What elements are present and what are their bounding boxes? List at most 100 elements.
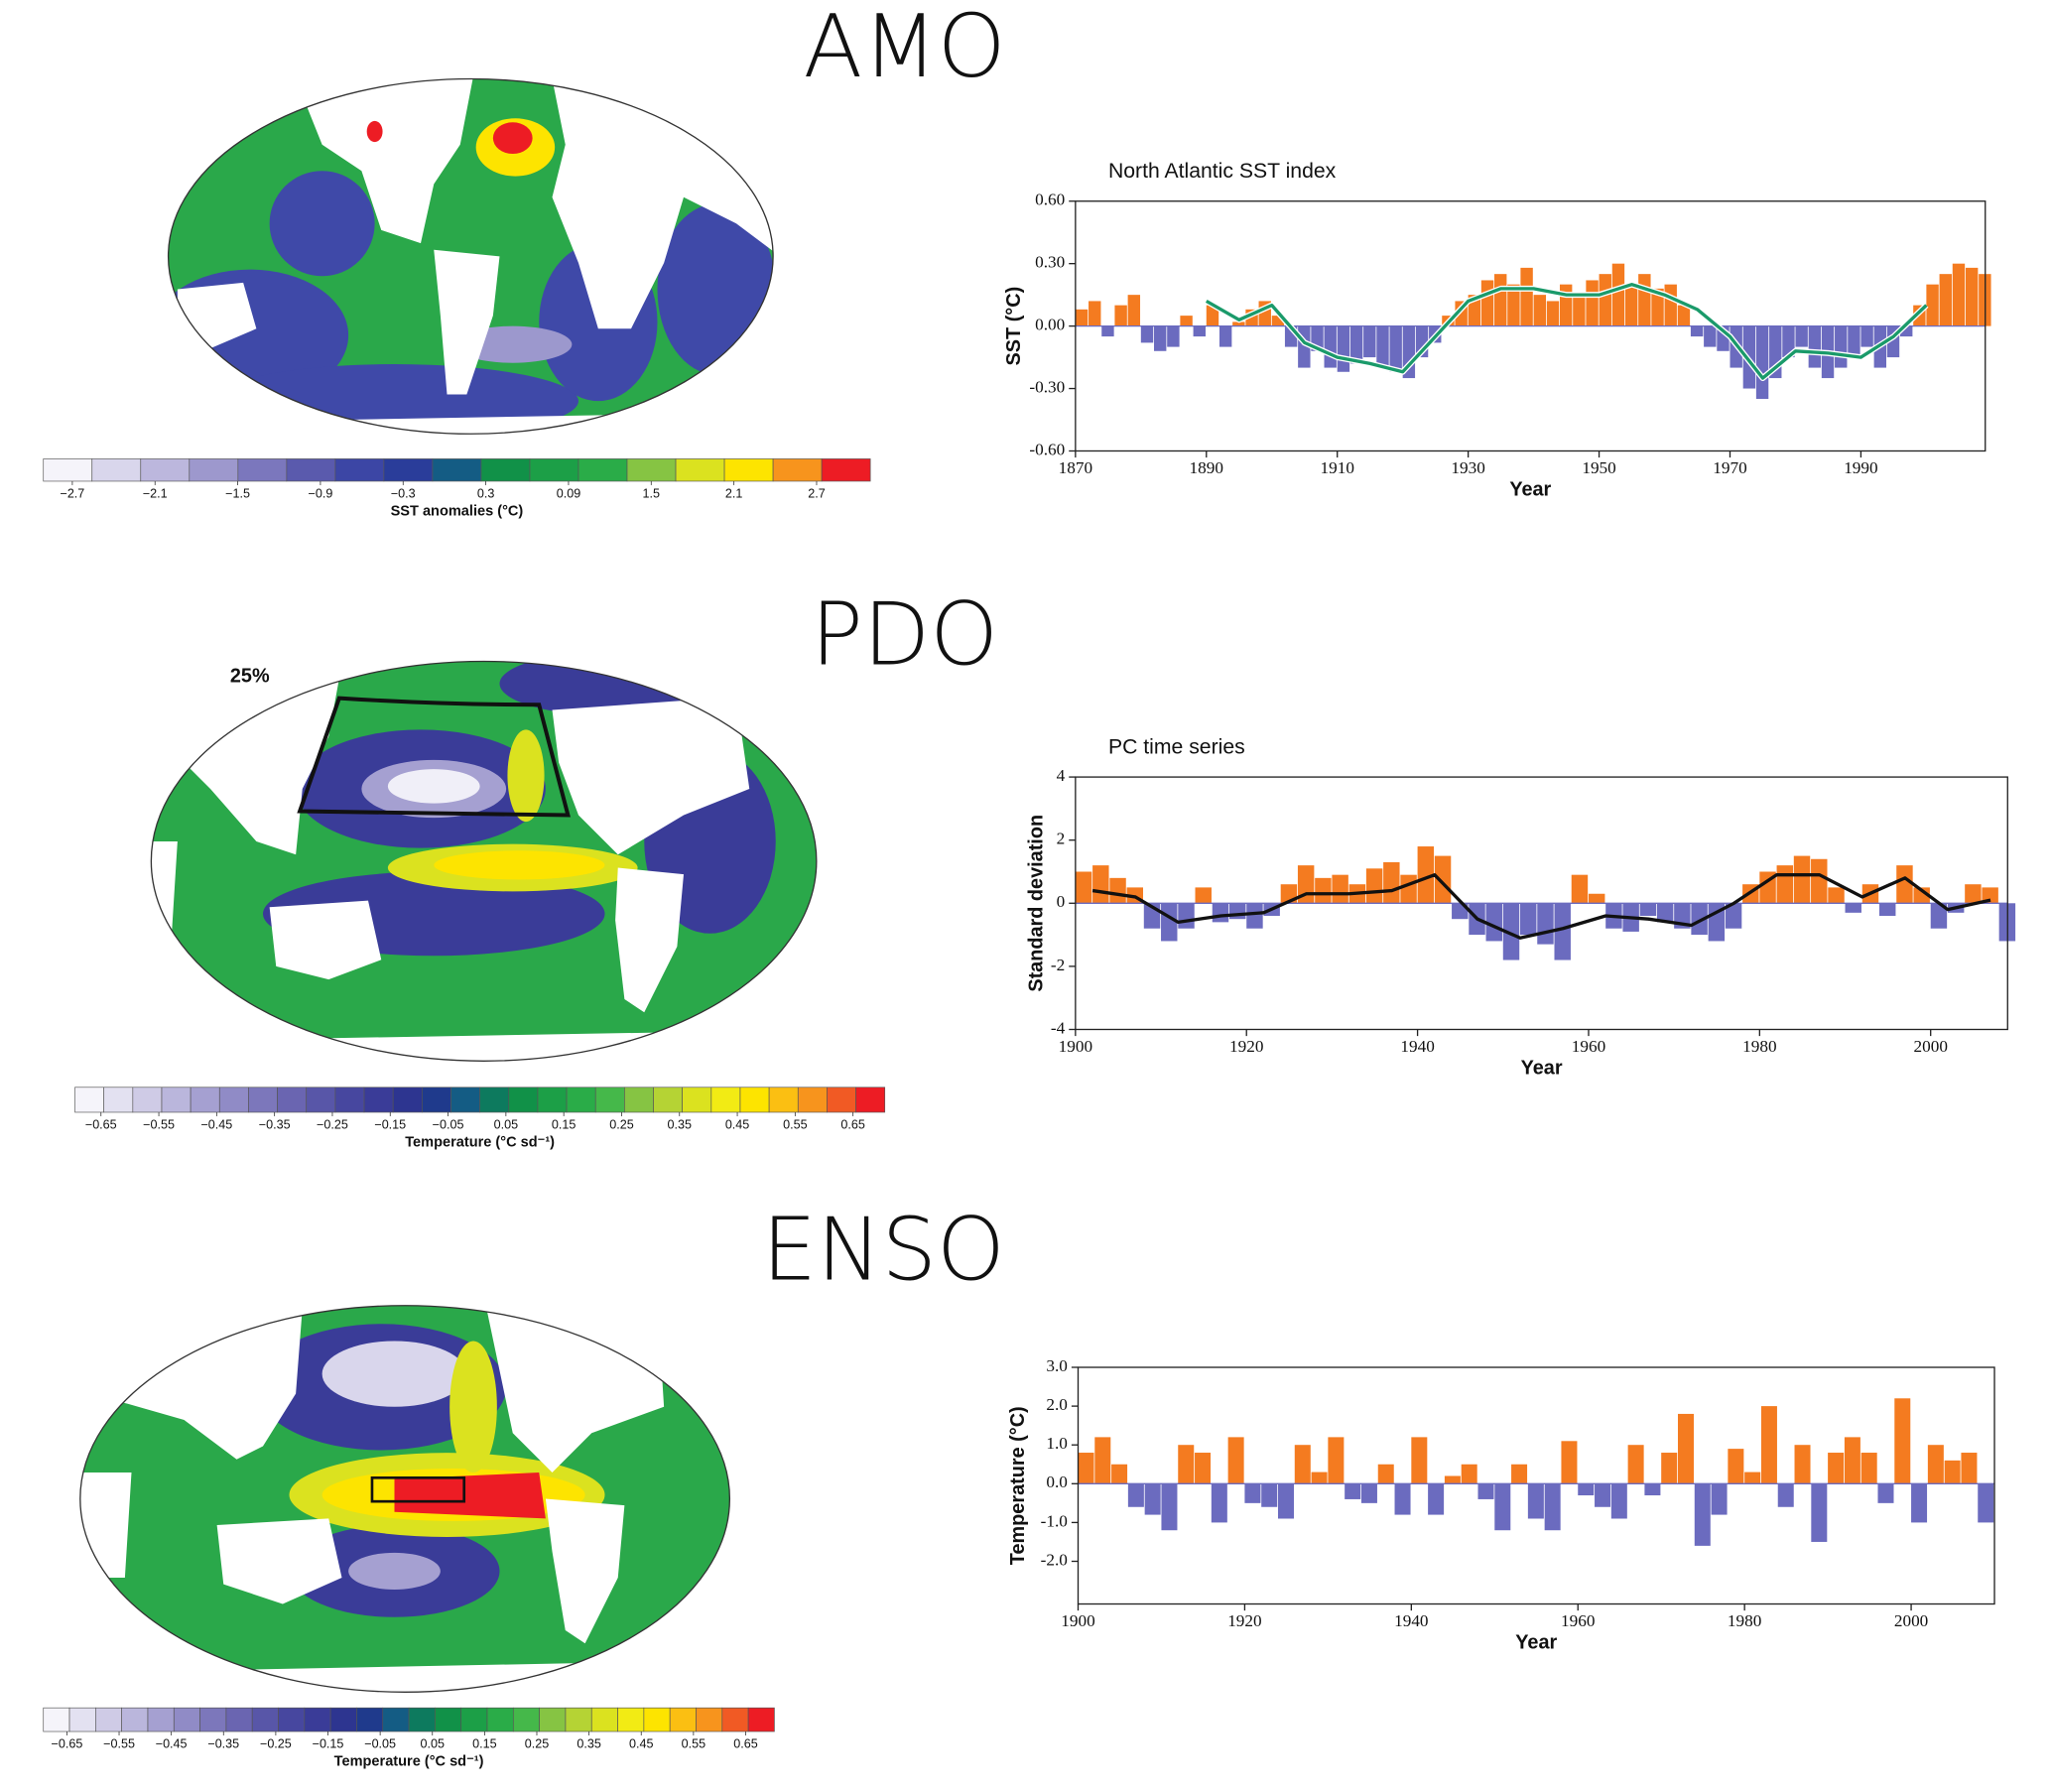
colorbar-swatch [508,1087,539,1113]
bar [1377,1464,1394,1484]
colorbar-tick-label: 2.1 [725,487,742,501]
colorbar-tick-label: 0.09 [557,487,580,501]
y-axis-label: SST (°C) [1003,287,1025,366]
bar [1811,1483,1828,1542]
colorbar-swatch [626,458,677,482]
bar [1586,280,1599,326]
colorbar-tick-label: 0.05 [494,1118,518,1132]
colorbar-tick-label: 0.05 [421,1737,445,1751]
x-tick-label: 1980 [1742,1037,1776,1056]
bar [1610,1483,1627,1519]
x-tick-label: 1990 [1844,458,1877,477]
bar [1664,284,1677,326]
colorbar-tick-label: 0.35 [577,1737,600,1751]
map-outline [150,660,818,1062]
map-shape [545,1498,625,1644]
enso-map [79,1305,730,1693]
bar [1511,1464,1528,1484]
colorbar-swatch [479,1087,510,1113]
colorbar-swatch [710,1087,741,1113]
colorbar-swatch [173,1707,200,1732]
colorbar-tick-label: −1.5 [225,487,250,501]
colorbar-swatch [537,1087,568,1113]
bar [1211,1483,1227,1523]
y-tick-label: 4 [1057,766,1066,785]
x-tick-label: 2000 [1913,1037,1947,1056]
bar [1167,325,1180,347]
map-shape [348,1552,441,1590]
bar [1828,1453,1845,1484]
map-shape [434,850,605,880]
bar [1704,325,1717,347]
colorbar-swatch [190,1087,220,1113]
bar [1178,903,1195,929]
bar [1677,1413,1694,1484]
y-tick-label: -4 [1051,1018,1066,1037]
bar [1878,903,1896,917]
bar [1638,274,1651,326]
colorbar-swatch [682,1087,712,1113]
bar [1111,1464,1128,1484]
y-tick-label: 0.30 [1035,253,1065,272]
bar [1860,325,1873,347]
colorbar-swatch [539,1707,567,1732]
colorbar-label: Temperature (°C sd⁻¹) [334,1753,484,1769]
bar [1324,325,1337,368]
bar [1844,1437,1860,1484]
colorbar-tick-label: 0.25 [609,1118,633,1132]
colorbar-swatch [356,1707,384,1732]
bar [1952,263,1966,326]
bar [1627,1445,1644,1484]
x-tick-label: 1960 [1561,1611,1595,1630]
colorbar-tick-label: 2.7 [808,487,826,501]
colorbar-swatch [43,1707,70,1732]
bar [1520,903,1537,936]
bar [1877,1483,1894,1503]
bar [1494,274,1507,326]
chart-title: PC time series [1108,736,1245,759]
y-tick-label: 3.0 [1046,1356,1068,1375]
bar [1494,1483,1511,1531]
colorbar-swatch [278,1707,306,1732]
map-shape [263,414,684,435]
y-tick-label: -2.0 [1041,1550,1068,1569]
bar [1161,1483,1178,1531]
bar [1520,267,1533,326]
bar [1554,903,1571,960]
x-axis-label: Year [1521,1057,1563,1079]
colorbar-swatch [432,458,482,482]
colorbar-swatch [392,1087,423,1113]
map-shape [269,900,382,980]
colorbar-swatch [363,1087,394,1113]
bar [1533,295,1546,326]
colorbar-swatch [772,458,823,482]
bar [1896,865,1913,904]
bar [1218,325,1232,347]
bar [1154,325,1167,351]
bar [1760,1406,1777,1484]
bar [1400,874,1417,904]
colorbar-tick-label: 1.5 [643,487,661,501]
bar [1417,846,1435,904]
map-shape [216,1518,342,1604]
colorbar-swatch [566,1087,596,1113]
section-title: PDO [811,583,998,685]
map-outline [79,1305,731,1693]
colorbar-swatch [565,1707,592,1732]
y-tick-label: -2 [1051,956,1065,974]
colorbar-tick-label: −0.65 [85,1118,117,1132]
bar [1795,325,1808,347]
map-shape [449,1341,497,1473]
x-tick-label: 1920 [1229,1037,1263,1056]
section-title: AMO [804,0,1006,97]
bar [1926,284,1939,326]
y-tick-label: 0 [1057,892,1066,911]
colorbar-tick-label: 0.65 [733,1737,757,1751]
smooth-line [1205,282,1928,380]
bar [1277,1483,1294,1519]
bar [1711,1483,1728,1515]
amo-map [168,78,774,435]
colorbar-tick-label: −0.25 [317,1118,348,1132]
y-tick-label: -0.60 [1029,440,1065,458]
